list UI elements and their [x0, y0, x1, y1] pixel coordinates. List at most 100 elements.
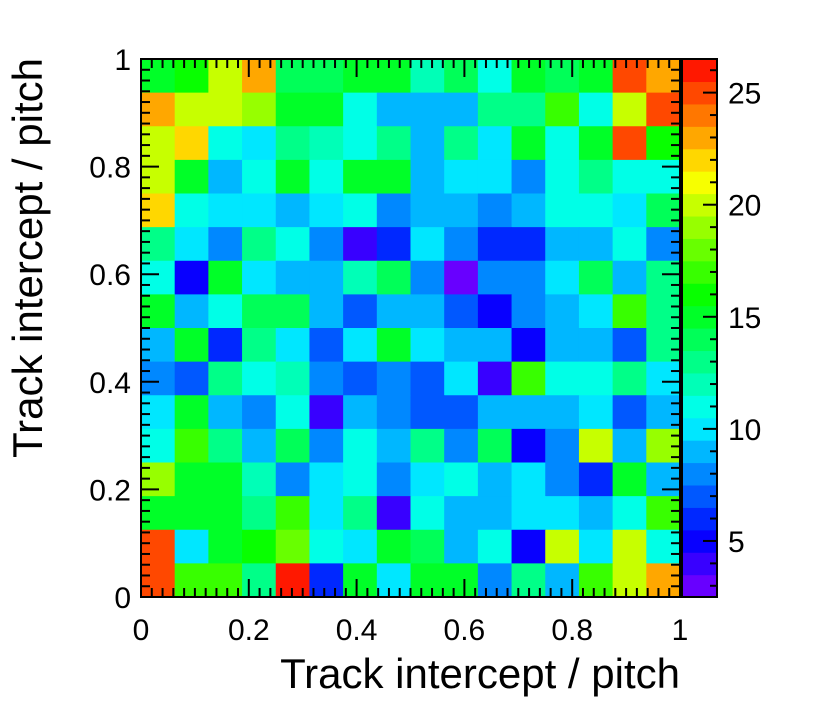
heatmap-cell [646, 395, 681, 430]
heatmap-cell [174, 496, 209, 531]
heatmap-cell [376, 193, 412, 228]
heatmap-cell [612, 428, 647, 464]
heatmap-cell [343, 92, 378, 127]
heatmap-cell [275, 428, 311, 464]
heatmap-cell [646, 126, 681, 161]
heatmap-cell [410, 126, 445, 161]
heatmap-cell [444, 395, 479, 430]
heatmap-cell [174, 328, 209, 363]
heatmap-cell [141, 529, 176, 564]
heatmap-cell [578, 428, 614, 464]
heatmap-cell [612, 227, 647, 262]
heatmap-cell [376, 294, 412, 329]
heatmap-cell [545, 126, 580, 161]
colorbar-segment [682, 260, 717, 284]
heatmap-cell [242, 428, 277, 464]
heatmap-cell [309, 361, 344, 396]
colorbar [682, 59, 717, 598]
heatmap-cell [444, 59, 479, 94]
heatmap-cell [275, 227, 311, 262]
heatmap-cell [578, 193, 614, 228]
heatmap-cell [141, 227, 176, 262]
heatmap-cell [410, 462, 445, 497]
heatmap-cell [174, 126, 209, 161]
y-tick-label: 0.4 [89, 367, 131, 400]
heatmap-cell [376, 59, 412, 94]
heatmap-cell [477, 126, 513, 161]
heatmap-cell [612, 496, 647, 531]
heatmap-cell [208, 159, 243, 195]
heatmap-cell [376, 563, 412, 598]
heatmap-cell [444, 496, 479, 531]
heatmap-cell [275, 395, 311, 430]
heatmap-cell [242, 159, 277, 195]
heatmap-cell [410, 92, 445, 127]
heatmap-cell [612, 462, 647, 497]
heatmap-cell [545, 328, 580, 363]
heatmap-cell [410, 227, 445, 262]
heatmap-cell [343, 126, 378, 161]
heatmap-cell [511, 529, 546, 564]
x-tick-label: 0.2 [228, 614, 270, 647]
heatmap-cell [444, 227, 479, 262]
heatmap-cell [141, 92, 176, 127]
heatmap-cell [612, 193, 647, 228]
heatmap-cell [444, 260, 479, 295]
y-tick-label: 0.8 [89, 152, 131, 185]
heatmap-cell [646, 260, 681, 295]
heatmap-cell [141, 260, 176, 295]
heatmap-cell [578, 395, 614, 430]
heatmap-cell [275, 328, 311, 363]
heatmap-cell [343, 227, 378, 262]
heatmap-cell [545, 92, 580, 127]
colorbar-segment [682, 126, 717, 150]
colorbar-segment [682, 462, 717, 486]
heatmap-cell [376, 92, 412, 127]
heatmap-cell [174, 462, 209, 497]
heatmap-cell [141, 361, 176, 396]
heatmap-cell [578, 529, 614, 564]
heatmap-cell [545, 294, 580, 329]
heatmap-cell [309, 92, 344, 127]
colorbar-segment [682, 193, 717, 217]
heatmap-cell [242, 529, 277, 564]
heatmap-cell [578, 294, 614, 329]
heatmap-cell [376, 126, 412, 161]
heatmap-cell [578, 59, 614, 94]
heatmap-cell [612, 328, 647, 363]
heatmap-cell [174, 159, 209, 195]
heatmap-cell [612, 294, 647, 329]
heatmap-cell [578, 328, 614, 363]
axis-ticks [140, 58, 681, 598]
heatmap-cell [410, 59, 445, 94]
heatmap-cell [275, 260, 311, 295]
heatmap-cell [309, 193, 344, 228]
heatmap-cell [646, 92, 681, 127]
heatmap-cell [174, 428, 209, 464]
heatmap-cell [208, 395, 243, 430]
heatmap-cell [646, 59, 681, 94]
heatmap-cell [376, 328, 412, 363]
heatmap-cell [208, 126, 243, 161]
heatmap-cell [578, 496, 614, 531]
colorbar-ticks [703, 69, 717, 587]
heatmap-cell [646, 328, 681, 363]
heatmap-cell [208, 92, 243, 127]
colorbar-segment [682, 103, 717, 127]
heatmap-cell [410, 294, 445, 329]
heatmap-cell [444, 92, 479, 127]
heatmap-cell [511, 159, 546, 195]
heatmap-cell [242, 395, 277, 430]
heatmap-cell [545, 428, 580, 464]
colorbar-segment [682, 328, 717, 352]
heatmap-cell [208, 496, 243, 531]
y-tick-label: 1 [114, 44, 131, 77]
heatmap-cell [444, 193, 479, 228]
heatmap-cell [242, 260, 277, 295]
heatmap-cell [578, 159, 614, 195]
heatmap-cell [376, 496, 412, 531]
y-tick-label: 0.6 [89, 259, 131, 292]
heatmap-cell [477, 159, 513, 195]
heatmap-cell [477, 563, 513, 598]
y-tick-label: 0 [114, 582, 131, 615]
